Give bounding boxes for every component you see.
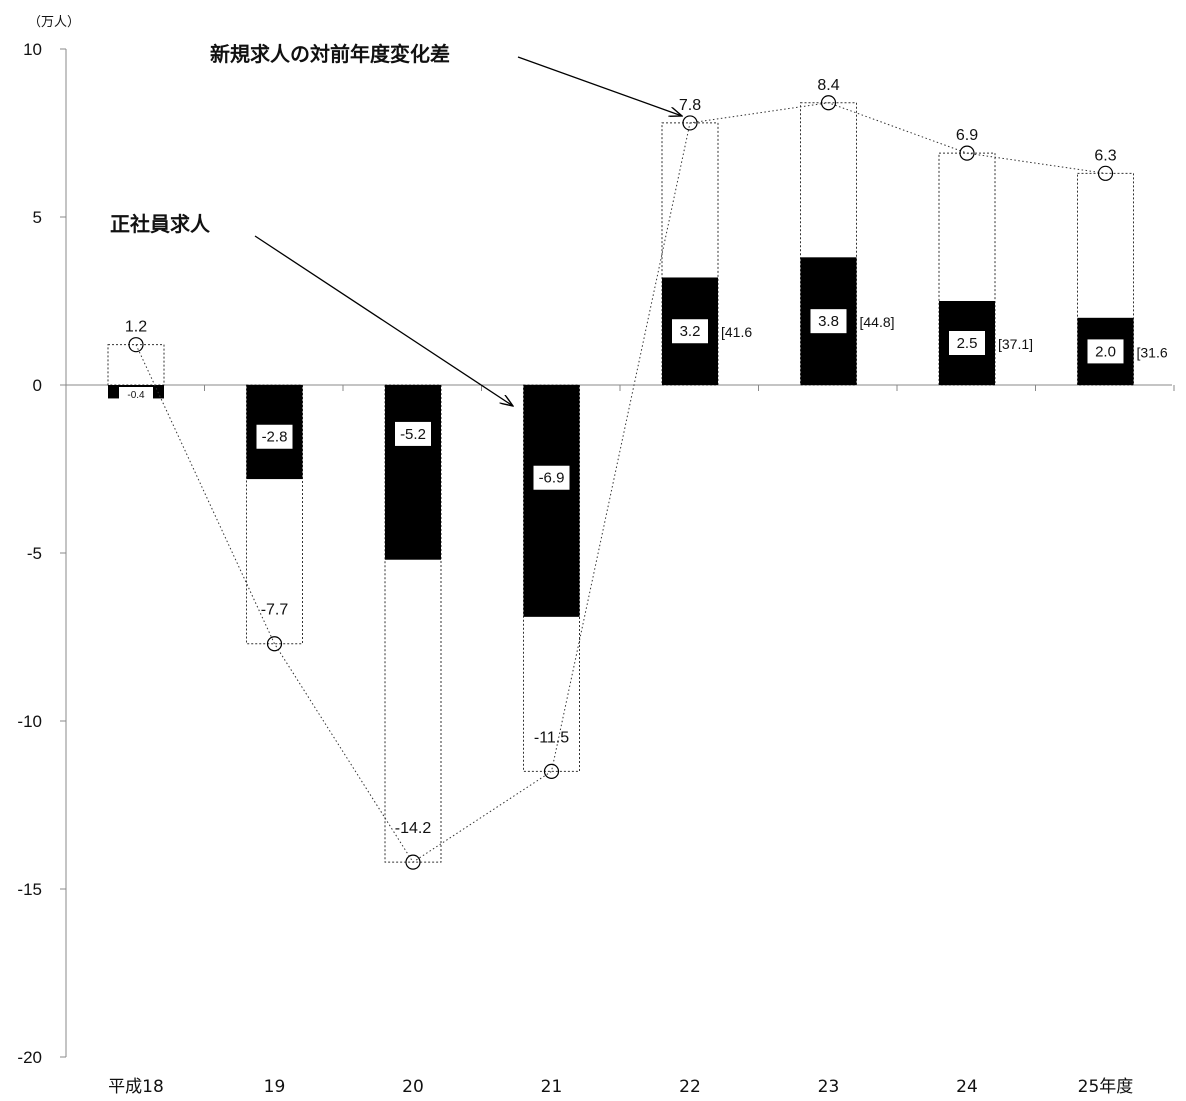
annotation-new-openings-arrow	[517, 56, 682, 116]
annotation-fulltime-text: 正社員求人	[110, 212, 211, 236]
y-tick-label: -10	[17, 712, 42, 731]
x-tick-label: 25年度	[1078, 1077, 1134, 1097]
change-marker	[266, 636, 283, 652]
fulltime-label-box	[395, 421, 431, 446]
unit-label: （万人）	[28, 15, 80, 30]
fulltime-value-label: 3.8	[818, 313, 839, 330]
change-value-label: 6.3	[1094, 147, 1116, 164]
change-marker	[405, 854, 421, 870]
fulltime-value-label: -2.8	[262, 429, 288, 446]
fulltime-value-label: 3.2	[680, 323, 701, 340]
change-value-label: -11.5	[534, 729, 569, 746]
x-tick-label: 24	[956, 1077, 978, 1097]
fulltime-label-box	[672, 319, 708, 344]
change-marker	[543, 763, 560, 780]
total-bar	[107, 344, 165, 386]
share-bracket-label: [31.6	[1137, 344, 1168, 360]
y-tick-label: -20	[17, 1048, 42, 1067]
change-value-label: -14.2	[395, 820, 432, 837]
fulltime-label-box	[533, 465, 570, 490]
bars	[107, 102, 1134, 863]
fulltime-value-label: 2.5	[957, 335, 978, 352]
annotation-fulltime: 正社員求人	[110, 212, 513, 406]
change-marker	[959, 145, 975, 161]
fulltime-value-label: 2.0	[1095, 343, 1116, 360]
annotation-fulltime-arrow	[254, 235, 513, 406]
share-bracket-label: [41.6	[721, 324, 752, 340]
fulltime-value-label: -6.9	[539, 470, 565, 487]
change-marker	[1097, 165, 1114, 181]
fulltime-value-label: -5.2	[400, 426, 426, 443]
fulltime-label-box	[256, 424, 293, 449]
share-bracket-label: [37.1]	[998, 336, 1033, 352]
x-tick-label: 平成18	[108, 1077, 164, 1097]
annotation-new-openings: 新規求人の対前年度変化差	[210, 42, 682, 116]
y-tick-label: -15	[17, 880, 42, 899]
annotation-new-openings-text: 新規求人の対前年度変化差	[210, 42, 450, 66]
x-tick-label: 20	[402, 1077, 424, 1097]
fulltime-value-label: -0.4	[127, 390, 145, 401]
data-labels: 1.2 -7.7 -14.2 -11.5 7.8 8.4 6.9 6.3 -0.4 -2.8 -5.…	[119, 77, 1168, 837]
change-value-label: 1.2	[125, 319, 147, 336]
y-tick-label: 5	[33, 208, 42, 227]
y-tick-label: 10	[23, 40, 42, 59]
axes: 10 5 0 -5 -10 -15 -20 平成18 19 20 21 22 23 24 25年度	[17, 40, 1175, 1097]
change-value-label: 8.4	[817, 77, 839, 94]
y-tick-label: -5	[27, 544, 42, 563]
change-marker	[128, 337, 144, 353]
change-marker	[820, 95, 837, 111]
share-bracket-label: [44.8]	[860, 314, 895, 330]
y-tick-label: 0	[33, 376, 42, 395]
fulltime-bar	[523, 385, 580, 617]
fulltime-label-box	[1087, 339, 1124, 364]
fulltime-bar	[385, 385, 441, 560]
change-value-label: 6.9	[956, 127, 978, 144]
change-value-label: -7.7	[261, 602, 289, 619]
fulltime-label-box	[810, 309, 847, 334]
x-tick-label: 22	[679, 1077, 701, 1097]
fulltime-label-box	[949, 331, 985, 355]
x-tick-label: 23	[818, 1077, 840, 1097]
change-marker	[682, 115, 698, 131]
change-polyline	[135, 102, 1106, 863]
x-tick-label: 21	[541, 1077, 563, 1097]
change-value-label: 7.8	[679, 97, 701, 114]
change-line	[128, 95, 1114, 870]
fulltime-label-box	[119, 387, 153, 401]
x-tick-label: 19	[264, 1077, 286, 1097]
